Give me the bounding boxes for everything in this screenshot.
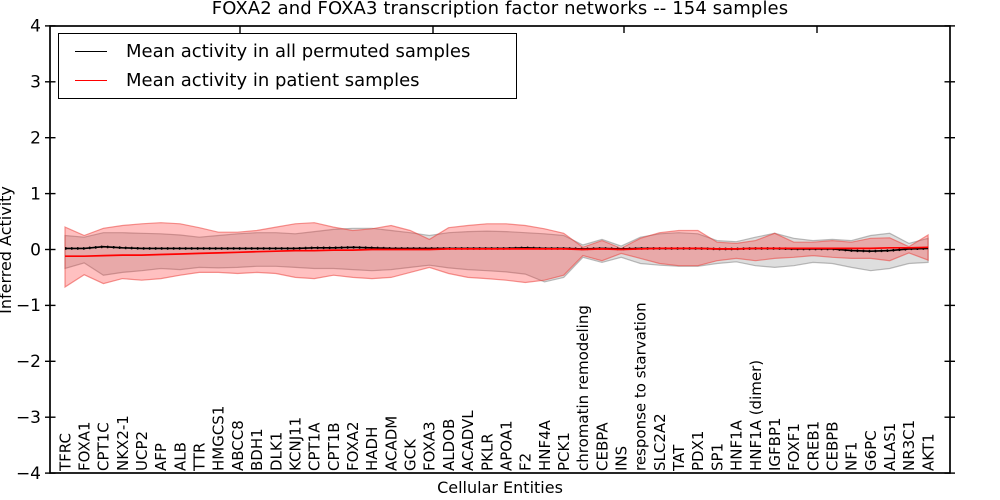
legend-label: Mean activity in patient samples: [126, 69, 420, 91]
legend-label: Mean activity in all permuted samples: [126, 41, 471, 63]
y-tick-label: 3: [30, 73, 41, 93]
x-tick-label: CPT1A: [306, 422, 324, 471]
x-tick-label: CEBPB: [823, 421, 841, 471]
y-tick-label: 0: [30, 240, 41, 260]
patient-line-sample-icon: [75, 79, 107, 81]
x-tick-label: TTR: [191, 443, 209, 472]
x-tick-label: KCNJ11: [286, 417, 304, 471]
x-tick-label: HNF1A (dimer): [747, 360, 765, 471]
x-tick-label: ACADVL: [459, 410, 477, 471]
x-tick-label: PDX1: [689, 431, 707, 471]
x-tick-label: NF1: [843, 442, 861, 471]
x-tick-label: ALDOB: [440, 419, 458, 471]
patient-mean-line: [65, 246, 929, 258]
x-tick-label: PCK1: [555, 432, 573, 471]
x-tick-label: FOXA2: [344, 421, 362, 471]
chart-title: FOXA2 and FOXA3 transcription factor net…: [211, 0, 789, 19]
x-tick-label: FOXF1: [785, 423, 803, 471]
x-tick-label: AFP: [152, 443, 170, 471]
x-tick-label: chromatin remodeling: [574, 305, 592, 471]
x-tick-label: INS: [612, 446, 630, 471]
x-tick-label: FOXA1: [75, 421, 93, 471]
x-tick-label: UCP2: [133, 431, 151, 471]
x-tick-label: CPT1C: [95, 422, 113, 471]
x-tick-label: NR3C1: [900, 420, 918, 471]
y-tick-label: −3: [16, 408, 41, 428]
x-tick-label: IGFBP1: [766, 417, 784, 471]
x-tick-label: HNF4A: [536, 419, 554, 471]
x-tick-label: HNF1A: [728, 419, 746, 471]
x-tick-label: G6PC: [862, 430, 880, 471]
y-tick-label: 2: [30, 128, 41, 148]
permuted-line-sample-icon: [75, 51, 107, 53]
x-tick-label: response to starvation: [632, 302, 650, 471]
y-tick-label: 1: [30, 184, 41, 204]
plot-area: 4 3 2 1 0 −1 −2 −3 −4 TFRC FOXA1 CPT1C NKX2-1 UCP2 AFP…: [16, 17, 955, 484]
x-tick-label: HADH: [363, 427, 381, 471]
x-tick-label: ALB: [171, 442, 189, 471]
x-tick-label: CEBPA: [593, 422, 611, 471]
x-tick-label: SP1: [708, 443, 726, 471]
y-tick-label: −1: [16, 296, 41, 316]
y-tick-label: 4: [30, 17, 41, 37]
x-axis-label: Cellular Entities: [437, 478, 563, 497]
x-tick-label: GCK: [401, 438, 419, 471]
legend-item: Mean activity in all permuted samples: [75, 41, 516, 62]
permuted-band: [64, 227, 929, 283]
x-tick-label: NKX2-1: [114, 415, 132, 471]
y-tick-label: −2: [16, 352, 41, 372]
legend: Mean activity in all permuted samples Me…: [58, 33, 517, 99]
x-tick-label: FOXA3: [421, 421, 439, 471]
x-tick-label: CPT1B: [325, 422, 343, 471]
x-tick-label: SLC2A2: [651, 413, 669, 471]
x-tick-label: TFRC: [56, 433, 74, 472]
y-tick-label: −4: [16, 464, 41, 484]
x-tick-label: AKT1: [919, 433, 937, 471]
x-tick-label: ACADM: [382, 416, 400, 471]
patient-band: [64, 222, 929, 289]
x-tick-label: F2: [517, 453, 535, 471]
x-tick-label: TAT: [670, 444, 688, 472]
x-tick-label: BDH1: [248, 428, 266, 471]
x-tick-label: HMGCS1: [210, 406, 228, 471]
y-axis-label: Inferred Activity: [0, 186, 15, 314]
legend-item: Mean activity in patient samples: [75, 70, 516, 91]
x-tick-label: DLK1: [267, 432, 285, 471]
x-tick-label: PKLR: [478, 433, 496, 471]
x-tick-label: APOA1: [497, 420, 515, 471]
x-tick-label: ALAS1: [881, 423, 899, 471]
x-tick-label: CREB1: [804, 421, 822, 471]
x-tick-label: ABCC8: [229, 420, 247, 471]
